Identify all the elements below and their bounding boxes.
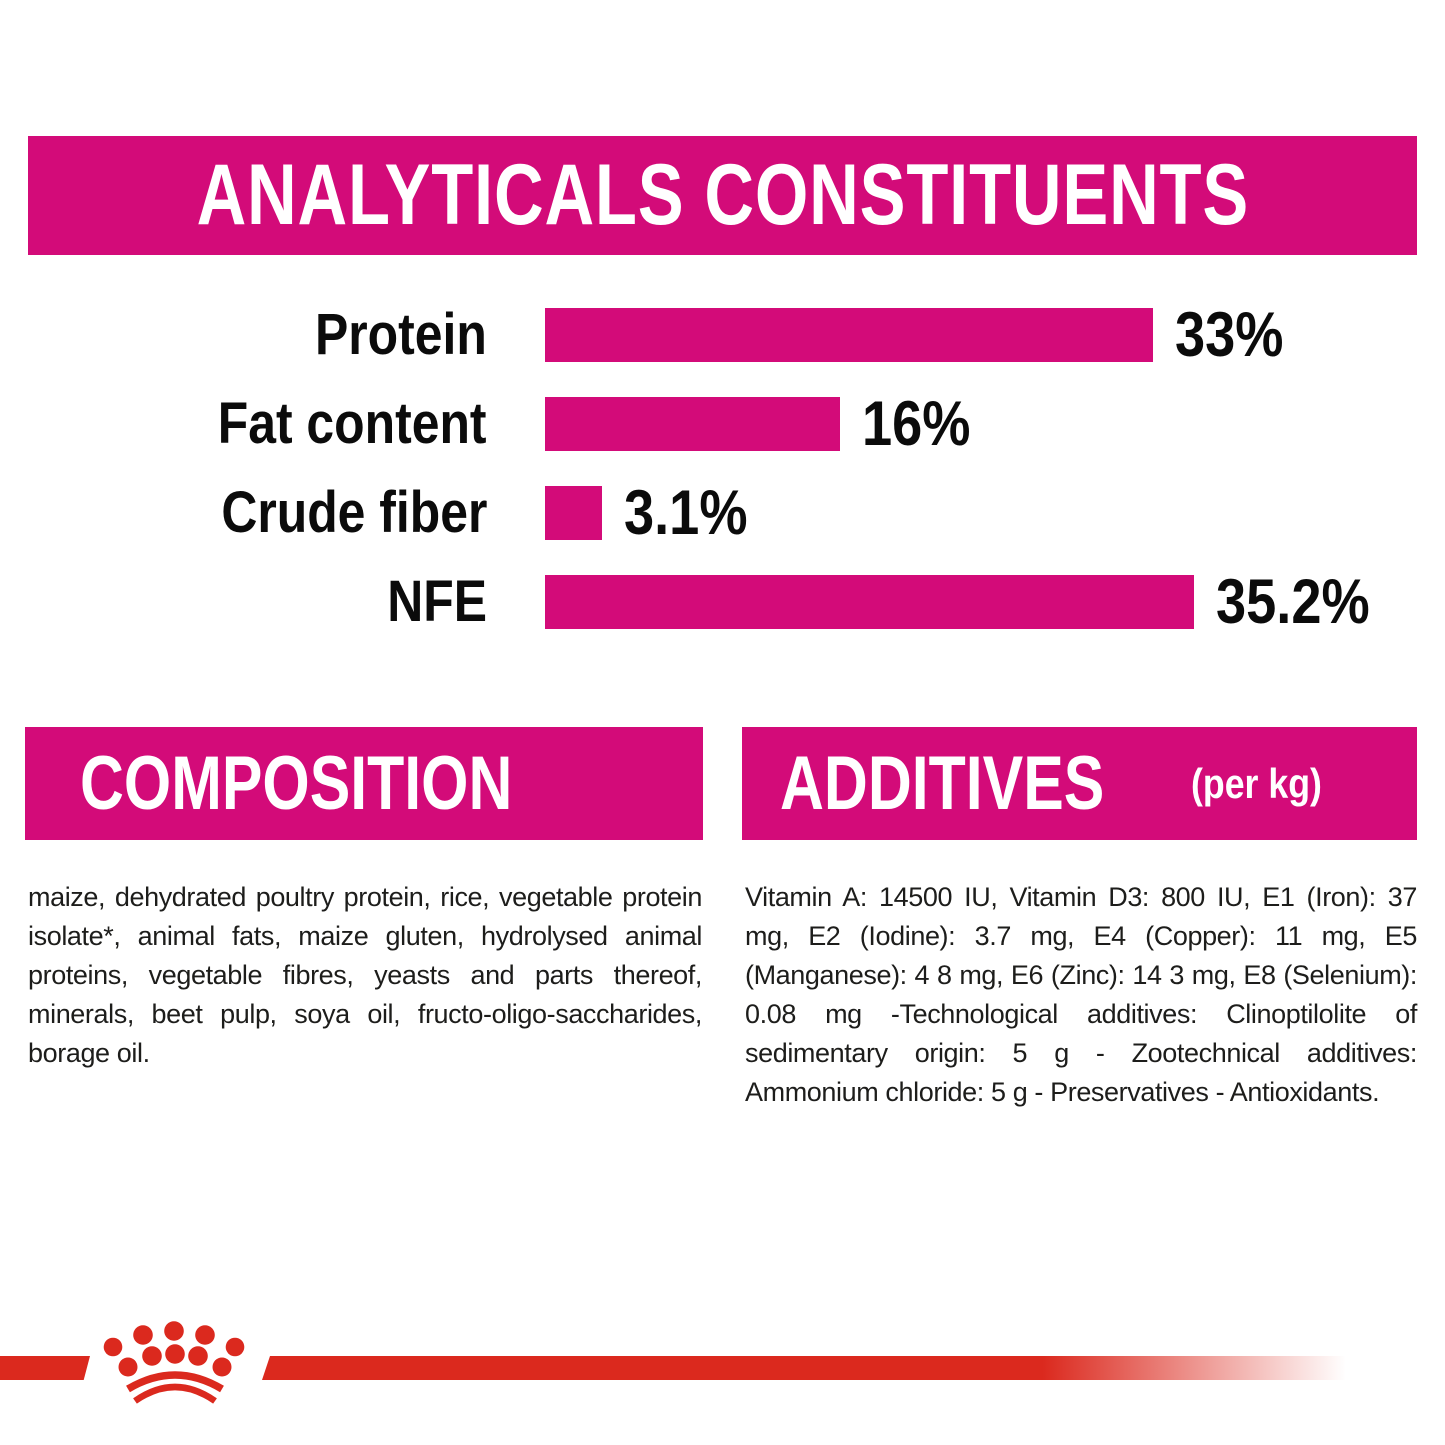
additives-header-banner: ADDITIVES (per kg) <box>742 727 1417 840</box>
composition-title: COMPOSITION <box>80 741 513 826</box>
chart-bar <box>545 485 602 540</box>
composition-header-banner: COMPOSITION <box>25 727 703 840</box>
chart-bar <box>545 396 840 451</box>
chart-row: Fat content 16% <box>0 379 1445 468</box>
chart-value-label: 16% <box>862 388 971 459</box>
chart-row: Crude fiber 3.1% <box>0 468 1445 557</box>
chart-bar <box>545 307 1153 362</box>
chart-category-label: Fat content <box>218 391 487 456</box>
analytical-chart: Protein 33% Fat content 16% Crude fiber 3.1% N… <box>0 290 1445 646</box>
analyticals-title: ANALYTICALS CONSTITUENTS <box>196 147 1249 243</box>
additives-text: Vitamin A: 14500 IU, Vitamin D3: 800 IU,… <box>745 882 1417 1107</box>
chart-value-label: 35.2% <box>1216 566 1370 637</box>
chart-value-label: 33% <box>1175 299 1284 370</box>
chart-category-label: NFE <box>387 569 487 634</box>
red-line-right <box>262 1356 1346 1380</box>
composition-text: maize, dehydrated poultry protein, rice,… <box>28 882 702 1068</box>
chart-category-label: Crude fiber <box>220 480 487 545</box>
chart-category-label: Protein <box>315 302 487 367</box>
red-line-left <box>0 1356 90 1380</box>
additives-title: ADDITIVES <box>780 741 1105 826</box>
royal-canin-crown-icon <box>103 1321 245 1404</box>
chart-row: Protein 33% <box>0 290 1445 379</box>
chart-row: NFE 35.2% <box>0 557 1445 646</box>
chart-bar <box>545 574 1194 629</box>
additives-unit-note: (per kg) <box>1191 759 1323 807</box>
analyticals-header-banner: ANALYTICALS CONSTITUENTS <box>28 136 1417 255</box>
chart-value-label: 3.1% <box>624 477 748 548</box>
